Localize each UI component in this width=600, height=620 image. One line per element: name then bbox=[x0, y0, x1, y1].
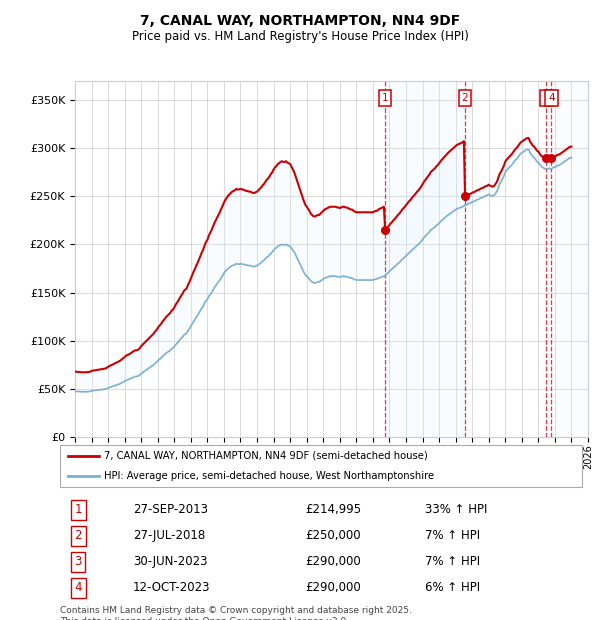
Text: 33% ↑ HPI: 33% ↑ HPI bbox=[425, 503, 488, 516]
Text: 3: 3 bbox=[543, 93, 550, 103]
FancyBboxPatch shape bbox=[60, 445, 582, 487]
Text: Contains HM Land Registry data © Crown copyright and database right 2025.
This d: Contains HM Land Registry data © Crown c… bbox=[60, 606, 412, 620]
Text: Price paid vs. HM Land Registry's House Price Index (HPI): Price paid vs. HM Land Registry's House … bbox=[131, 30, 469, 43]
Text: £250,000: £250,000 bbox=[305, 529, 361, 542]
Bar bbox=[547, 81, 588, 437]
Text: 2: 2 bbox=[74, 529, 82, 542]
Text: 7% ↑ HPI: 7% ↑ HPI bbox=[425, 555, 481, 568]
Text: HPI: Average price, semi-detached house, West Northamptonshire: HPI: Average price, semi-detached house,… bbox=[104, 471, 434, 481]
Bar bbox=[385, 81, 465, 437]
Text: 27-SEP-2013: 27-SEP-2013 bbox=[133, 503, 208, 516]
Text: 12-OCT-2023: 12-OCT-2023 bbox=[133, 581, 211, 594]
Text: £214,995: £214,995 bbox=[305, 503, 361, 516]
Text: 4: 4 bbox=[74, 581, 82, 594]
Text: 7, CANAL WAY, NORTHAMPTON, NN4 9DF: 7, CANAL WAY, NORTHAMPTON, NN4 9DF bbox=[140, 14, 460, 28]
Text: 7, CANAL WAY, NORTHAMPTON, NN4 9DF (semi-detached house): 7, CANAL WAY, NORTHAMPTON, NN4 9DF (semi… bbox=[104, 451, 428, 461]
Text: 4: 4 bbox=[548, 93, 555, 103]
Text: 6% ↑ HPI: 6% ↑ HPI bbox=[425, 581, 481, 594]
Text: £290,000: £290,000 bbox=[305, 555, 361, 568]
Text: 3: 3 bbox=[74, 555, 82, 568]
Text: 1: 1 bbox=[382, 93, 388, 103]
Text: 1: 1 bbox=[74, 503, 82, 516]
Text: 27-JUL-2018: 27-JUL-2018 bbox=[133, 529, 205, 542]
Text: 2: 2 bbox=[462, 93, 469, 103]
Text: £290,000: £290,000 bbox=[305, 581, 361, 594]
Text: 30-JUN-2023: 30-JUN-2023 bbox=[133, 555, 208, 568]
Text: 7% ↑ HPI: 7% ↑ HPI bbox=[425, 529, 481, 542]
